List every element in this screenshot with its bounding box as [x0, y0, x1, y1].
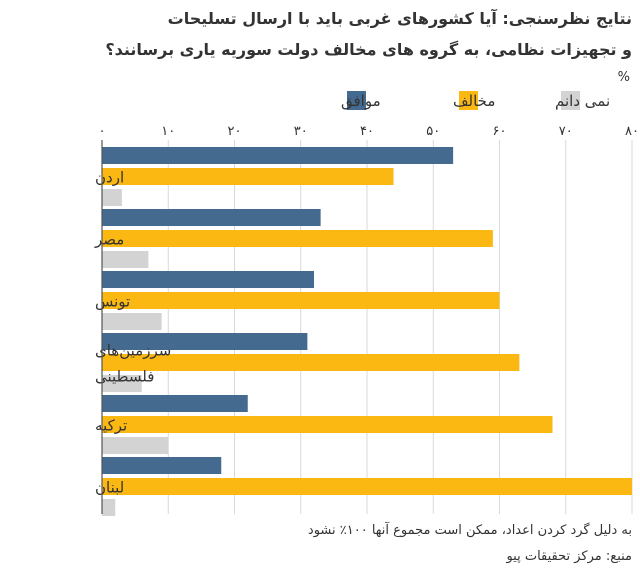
category-label: سرزمین‌های — [95, 342, 171, 360]
source-note: منبع: مرکز تحقیقات پیو — [506, 549, 632, 564]
bar — [102, 147, 454, 164]
category-label: اردن — [95, 169, 124, 187]
bar — [102, 457, 222, 474]
bar — [102, 333, 308, 350]
bar — [102, 499, 116, 516]
bar — [102, 209, 321, 226]
tick-label: ۱۰ — [161, 124, 175, 139]
tick-label: ۶۰ — [493, 124, 507, 139]
bar — [102, 251, 149, 268]
bar — [102, 437, 169, 454]
legend-label: مخالف — [453, 92, 495, 110]
category-label: فلسطینی — [95, 368, 154, 386]
legend-swatch — [347, 91, 366, 110]
bar — [102, 354, 520, 371]
tick-label: ۰ — [99, 124, 106, 139]
tick-label: ۷۰ — [559, 124, 573, 139]
legend-swatch — [561, 91, 580, 110]
bar — [102, 189, 122, 206]
bar — [102, 292, 500, 309]
bar — [102, 168, 394, 185]
bar — [102, 478, 632, 495]
legend-label: نمی دانم — [555, 92, 610, 110]
tick-label: ۵۰ — [426, 124, 440, 139]
chart-footer: به دلیل گرد کردن اعداد، ممکن است مجموع آ… — [2, 518, 632, 570]
tick-label: ۴۰ — [360, 124, 374, 139]
legend-swatch — [459, 91, 478, 110]
chart-title: نتایج نظرسنجی: آیا کشورهای غربی باید با … — [2, 3, 632, 65]
bar — [102, 271, 314, 288]
tick-label: ۲۰ — [228, 124, 242, 139]
tick-label: ۳۰ — [294, 124, 308, 139]
rounding-note: به دلیل گرد کردن اعداد، ممکن است مجموع آ… — [307, 523, 632, 538]
bar — [102, 395, 248, 412]
bar — [102, 230, 493, 247]
legend-label: موافق — [341, 92, 381, 110]
category-label: مصر — [94, 231, 124, 249]
category-label: لبنان — [95, 479, 124, 497]
category-label: تونس — [95, 293, 130, 311]
bar — [102, 416, 553, 433]
unit-label: % — [618, 70, 630, 85]
category-label: ترکیه — [95, 417, 127, 435]
chart-title-line-2: و تجهیزات نظامی، به گروه های مخالف دولت … — [105, 40, 632, 59]
tick-label: ۸۰ — [625, 124, 639, 139]
bar — [102, 313, 162, 330]
chart-title-line-1: نتایج نظرسنجی: آیا کشورهای غربی باید با … — [167, 9, 632, 28]
bar — [102, 375, 142, 392]
